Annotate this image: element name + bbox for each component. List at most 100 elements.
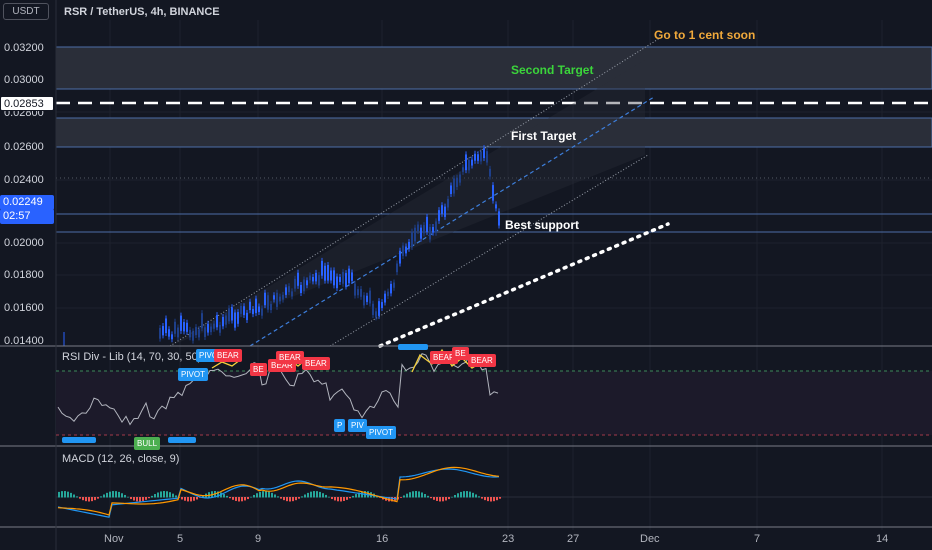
currency-button[interactable]: USDT	[3, 3, 49, 20]
macd-histogram-bar	[361, 491, 363, 498]
macd-histogram-bar	[487, 497, 489, 502]
macd-histogram-bar	[163, 491, 165, 498]
macd-histogram-bar	[151, 495, 153, 498]
candle-body	[450, 185, 452, 195]
channel-lower-line[interactable]	[329, 154, 649, 347]
macd-histogram-bar	[100, 496, 102, 498]
candle-body	[378, 301, 380, 316]
rsi-pane-title[interactable]: RSI Div - Lib (14, 70, 30, 50)	[62, 351, 202, 363]
macd-histogram-bar	[82, 497, 84, 501]
macd-histogram-bar	[499, 497, 501, 499]
candle-body	[288, 286, 290, 293]
candle-body	[186, 322, 188, 332]
candle-body	[432, 227, 434, 233]
macd-histogram-bar	[334, 497, 336, 501]
candle-body	[495, 204, 497, 209]
first-target-label[interactable]: First Target	[511, 129, 577, 143]
pivot-signal-tag: PIV	[348, 419, 367, 432]
macd-histogram-bar	[121, 493, 123, 498]
candle-body	[468, 159, 470, 171]
macd-histogram-bar	[481, 497, 483, 499]
candle-body	[159, 327, 161, 339]
macd-histogram-bar	[391, 497, 393, 502]
candle-body	[390, 283, 392, 294]
macd-histogram-bar	[424, 494, 426, 498]
macd-histogram-bar	[250, 496, 252, 498]
macd-histogram-bar	[292, 497, 294, 502]
candle-body	[276, 292, 278, 307]
pivot-signal-marker	[62, 437, 96, 443]
candle-body	[264, 292, 266, 306]
candle-body	[435, 221, 437, 233]
candle-body	[360, 289, 362, 297]
candle-body	[207, 323, 209, 333]
candle-body	[303, 279, 305, 292]
macd-histogram-bar	[328, 496, 330, 498]
price-axis-label: 0.01600	[4, 302, 44, 314]
macd-histogram-bar	[148, 497, 150, 499]
macd-histogram-bar	[247, 497, 249, 500]
best-support-label[interactable]: Best support	[505, 218, 580, 232]
candle-body	[471, 159, 473, 166]
candle-body	[399, 250, 401, 264]
pivot-signal-marker	[168, 437, 196, 443]
macd-histogram-bar	[85, 497, 87, 502]
candle-body	[414, 227, 416, 242]
candle-body	[384, 293, 386, 303]
second-target-zone[interactable]	[55, 46, 932, 90]
go-to-annotation[interactable]: Go to 1 cent soon	[654, 28, 756, 42]
macd-histogram-bar	[142, 497, 144, 501]
symbol-title[interactable]: RSR / TetherUS, 4h, BINANCE	[64, 6, 220, 18]
macd-histogram-bar	[64, 491, 66, 498]
macd-histogram-bar	[274, 494, 276, 498]
candle-body	[300, 284, 302, 293]
candle-body	[189, 329, 191, 338]
candle-body	[318, 275, 320, 286]
candle-body	[396, 263, 398, 273]
candle-body	[417, 224, 419, 232]
macd-histogram-bar	[445, 497, 447, 501]
candle-body	[261, 308, 263, 316]
candle-body	[381, 302, 383, 309]
macd-histogram-bar	[496, 497, 498, 501]
macd-histogram-bar	[322, 493, 324, 498]
candle-body	[483, 148, 485, 159]
candle-body	[198, 329, 200, 338]
candle-body	[282, 294, 284, 300]
macd-histogram-bar	[154, 494, 156, 498]
macd-line	[57, 468, 500, 518]
first-target-zone[interactable]	[55, 117, 932, 148]
time-axis-label: Nov	[104, 533, 124, 545]
macd-pane-title[interactable]: MACD (12, 26, close, 9)	[62, 453, 180, 465]
channel-upper-line[interactable]	[169, 37, 661, 347]
macd-histogram-bar	[349, 497, 351, 499]
candle-body	[372, 303, 374, 315]
macd-histogram-bar	[295, 497, 297, 501]
macd-histogram-bar	[118, 491, 120, 498]
candle-body	[477, 154, 479, 161]
macd-histogram-bar	[94, 497, 96, 501]
candle-body	[183, 322, 185, 332]
bear-signal-tag: BEAR	[302, 357, 330, 370]
second-target-label[interactable]: Second Target	[511, 63, 594, 77]
channel-mid-line[interactable]	[249, 96, 655, 347]
macd-histogram-bar	[472, 492, 474, 498]
candle-body	[492, 185, 494, 201]
macd-histogram-bar	[103, 494, 105, 498]
candle-body	[438, 210, 440, 221]
candle-body	[453, 178, 455, 194]
candle-body	[363, 295, 365, 306]
macd-histogram-bar	[139, 497, 141, 502]
macd-histogram-bar	[484, 497, 486, 501]
pivot-signal-tag: P	[334, 419, 346, 432]
candle-body	[423, 225, 425, 234]
bull-signal-tag: BULL	[134, 437, 161, 450]
candle-body	[213, 323, 215, 329]
macd-histogram-bar	[262, 491, 264, 498]
candle-body	[165, 318, 167, 334]
macd-histogram-bar	[277, 496, 279, 498]
candle-body	[306, 280, 308, 286]
macd-histogram-bar	[337, 497, 339, 502]
macd-histogram-bar	[175, 495, 177, 498]
